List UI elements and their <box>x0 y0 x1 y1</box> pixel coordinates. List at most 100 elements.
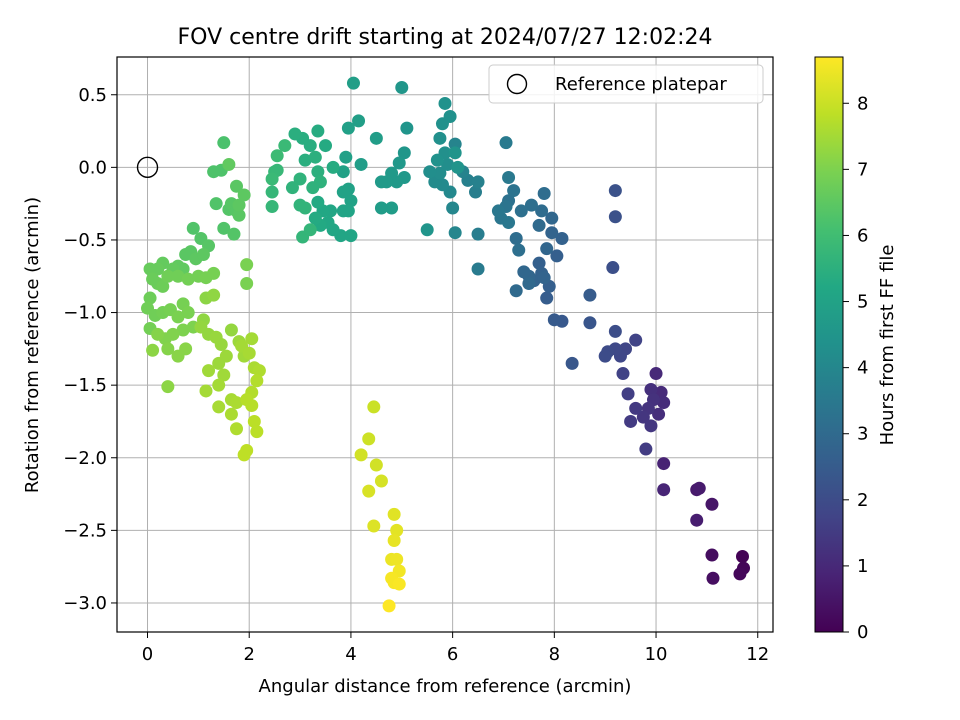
data-point <box>367 519 381 533</box>
data-point <box>212 378 226 392</box>
data-point <box>446 201 460 215</box>
data-point <box>232 198 246 212</box>
data-point <box>252 364 266 378</box>
data-point <box>537 271 551 285</box>
data-point <box>390 552 404 566</box>
data-point <box>161 380 175 394</box>
data-point <box>336 165 350 179</box>
data-point <box>692 481 706 495</box>
data-point <box>344 194 358 208</box>
x-tick-label: 2 <box>243 644 254 665</box>
colorbar-tick-label: 1 <box>857 556 868 577</box>
data-point <box>303 223 317 237</box>
legend: Reference platepar <box>488 64 764 104</box>
colorbar-tick-label: 5 <box>857 292 868 313</box>
data-point <box>448 226 462 240</box>
data-point <box>639 442 653 456</box>
data-point <box>278 139 292 153</box>
colorbar <box>814 56 844 633</box>
data-point <box>230 422 244 436</box>
data-point <box>161 342 175 356</box>
data-point <box>369 458 383 472</box>
y-tick-label: −2.0 <box>63 448 107 469</box>
data-point <box>514 204 528 218</box>
data-point <box>374 474 388 488</box>
y-tick-label: −3.0 <box>63 593 107 614</box>
data-point <box>624 414 638 428</box>
data-point <box>217 221 231 235</box>
data-point <box>550 249 564 263</box>
colorbar-tick-label: 7 <box>857 159 868 180</box>
data-point <box>288 127 302 141</box>
data-point <box>537 186 551 200</box>
data-point <box>146 343 160 357</box>
data-point <box>608 210 622 224</box>
data-point <box>362 432 376 446</box>
data-point <box>336 204 350 218</box>
y-tick-label: 0.0 <box>78 157 107 178</box>
data-point <box>423 165 437 179</box>
legend-marker-open-circle <box>506 73 528 95</box>
plot-frame <box>116 56 774 633</box>
data-point <box>318 139 332 153</box>
data-point <box>657 483 671 497</box>
data-point <box>250 425 264 439</box>
data-point <box>237 188 251 202</box>
data-point <box>214 338 228 351</box>
data-point <box>308 150 322 164</box>
data-point <box>240 277 254 291</box>
data-point <box>491 204 505 218</box>
colorbar-tick-label: 0 <box>857 622 868 643</box>
data-point <box>395 80 409 94</box>
x-axis-label: Angular distance from reference (arcmin) <box>259 676 632 697</box>
data-point <box>392 577 406 591</box>
data-point <box>196 247 210 261</box>
data-point <box>326 160 340 174</box>
x-tick-label: 12 <box>746 644 769 665</box>
data-point <box>433 166 447 180</box>
data-point <box>438 96 452 110</box>
data-point <box>306 181 320 195</box>
data-point <box>143 291 157 305</box>
data-point <box>471 227 485 241</box>
data-point <box>224 407 238 421</box>
data-point <box>502 171 516 185</box>
data-point <box>430 153 444 167</box>
data-point <box>151 327 165 341</box>
y-tick-label: −0.5 <box>63 230 107 251</box>
data-point <box>186 221 200 235</box>
data-point <box>616 367 630 381</box>
data-point <box>346 76 360 90</box>
data-point <box>176 323 190 337</box>
y-tick-label: 0.5 <box>78 85 107 106</box>
data-point <box>285 181 299 195</box>
data-point <box>242 346 256 360</box>
data-point <box>265 200 279 214</box>
data-point <box>608 184 622 198</box>
colorbar-tick-label: 6 <box>857 225 868 246</box>
data-point <box>606 261 620 275</box>
data-point <box>202 364 216 378</box>
data-point <box>354 448 368 462</box>
data-point <box>374 201 388 215</box>
data-point <box>222 157 236 171</box>
data-point <box>270 149 284 163</box>
colorbar-tick-label: 4 <box>857 358 868 379</box>
data-point <box>352 114 366 128</box>
data-point <box>217 368 231 382</box>
data-point <box>250 374 264 388</box>
data-point <box>245 332 259 346</box>
data-point <box>547 313 561 327</box>
data-point <box>545 226 559 240</box>
data-point <box>362 484 376 498</box>
y-axis-ticks: 0.5 0.0 −0.5 −1.0 −1.5 −2.0 −2.5 −3.0 <box>63 85 117 614</box>
colorbar-tick-label: 2 <box>857 490 868 511</box>
data-point <box>336 185 350 199</box>
data-point <box>390 175 404 189</box>
colorbar-ticks: 0 1 2 3 4 5 6 7 8 <box>843 93 868 643</box>
x-tick-label: 8 <box>549 644 560 665</box>
data-point <box>237 448 251 462</box>
data-point <box>690 513 704 527</box>
data-point <box>311 165 325 179</box>
